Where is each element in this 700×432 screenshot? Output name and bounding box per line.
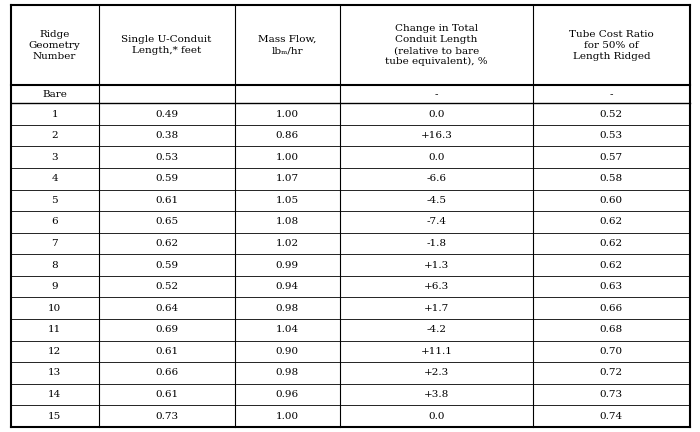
Text: 1.00: 1.00 xyxy=(276,412,299,420)
Text: -6.6: -6.6 xyxy=(426,174,447,183)
Text: 6: 6 xyxy=(51,217,58,226)
Text: 3: 3 xyxy=(51,152,58,162)
Text: 0.66: 0.66 xyxy=(155,368,178,378)
Text: 8: 8 xyxy=(51,260,58,270)
Text: 0.38: 0.38 xyxy=(155,131,178,140)
Text: -4.5: -4.5 xyxy=(426,196,447,205)
Text: Bare: Bare xyxy=(42,90,67,98)
Text: 0.49: 0.49 xyxy=(155,110,178,118)
Text: 0.63: 0.63 xyxy=(600,282,623,291)
Text: 0.0: 0.0 xyxy=(428,110,444,118)
Text: Tube Cost Ratio
for 50% of
Length Ridged: Tube Cost Ratio for 50% of Length Ridged xyxy=(569,29,654,61)
Text: 0.73: 0.73 xyxy=(155,412,178,420)
Text: 0.0: 0.0 xyxy=(428,412,444,420)
Text: 1.08: 1.08 xyxy=(276,217,299,226)
Text: +6.3: +6.3 xyxy=(424,282,449,291)
Text: 0.73: 0.73 xyxy=(600,390,623,399)
Text: 0.72: 0.72 xyxy=(600,368,623,378)
Text: 0.0: 0.0 xyxy=(428,152,444,162)
Text: 7: 7 xyxy=(51,239,58,248)
Text: +2.3: +2.3 xyxy=(424,368,449,378)
Text: 0.98: 0.98 xyxy=(276,368,299,378)
Text: 14: 14 xyxy=(48,390,62,399)
Text: 0.62: 0.62 xyxy=(600,239,623,248)
Text: +11.1: +11.1 xyxy=(421,347,452,356)
Text: 1.02: 1.02 xyxy=(276,239,299,248)
Text: 0.99: 0.99 xyxy=(276,260,299,270)
Text: +16.3: +16.3 xyxy=(421,131,452,140)
Text: 0.65: 0.65 xyxy=(155,217,178,226)
Text: 5: 5 xyxy=(51,196,58,205)
Text: 2: 2 xyxy=(51,131,58,140)
Text: 0.59: 0.59 xyxy=(155,260,178,270)
Text: 10: 10 xyxy=(48,304,62,313)
Text: Ridge
Geometry
Number: Ridge Geometry Number xyxy=(29,29,80,61)
Text: 4: 4 xyxy=(51,174,58,183)
Text: 0.61: 0.61 xyxy=(155,196,178,205)
Text: -: - xyxy=(435,90,438,98)
Text: 0.64: 0.64 xyxy=(155,304,178,313)
Text: -1.8: -1.8 xyxy=(426,239,447,248)
Text: 1.00: 1.00 xyxy=(276,152,299,162)
Text: 0.70: 0.70 xyxy=(600,347,623,356)
Text: 9: 9 xyxy=(51,282,58,291)
Text: 1.00: 1.00 xyxy=(276,110,299,118)
Text: 0.57: 0.57 xyxy=(600,152,623,162)
Text: 11: 11 xyxy=(48,325,62,334)
Text: 1: 1 xyxy=(51,110,58,118)
Text: 0.61: 0.61 xyxy=(155,390,178,399)
Text: Single U-Conduit
Length,* feet: Single U-Conduit Length,* feet xyxy=(122,35,212,55)
Text: -: - xyxy=(610,90,613,98)
Text: 0.52: 0.52 xyxy=(600,110,623,118)
Text: -7.4: -7.4 xyxy=(426,217,447,226)
Text: 0.53: 0.53 xyxy=(600,131,623,140)
Text: 0.52: 0.52 xyxy=(155,282,178,291)
Text: 0.90: 0.90 xyxy=(276,347,299,356)
Text: -4.2: -4.2 xyxy=(426,325,447,334)
Text: 0.66: 0.66 xyxy=(600,304,623,313)
Text: 15: 15 xyxy=(48,412,62,420)
Text: 0.61: 0.61 xyxy=(155,347,178,356)
Text: Change in Total
Conduit Length
(relative to bare
tube equivalent), %: Change in Total Conduit Length (relative… xyxy=(385,24,488,67)
Text: 12: 12 xyxy=(48,347,62,356)
Text: +3.8: +3.8 xyxy=(424,390,449,399)
Text: 0.96: 0.96 xyxy=(276,390,299,399)
Text: 0.74: 0.74 xyxy=(600,412,623,420)
Text: 1.05: 1.05 xyxy=(276,196,299,205)
Text: 1.07: 1.07 xyxy=(276,174,299,183)
Text: 0.86: 0.86 xyxy=(276,131,299,140)
Text: 0.60: 0.60 xyxy=(600,196,623,205)
Text: Mass Flow,
lbₘ/hr: Mass Flow, lbₘ/hr xyxy=(258,35,316,55)
Text: +1.3: +1.3 xyxy=(424,260,449,270)
Text: +1.7: +1.7 xyxy=(424,304,449,313)
Text: 0.59: 0.59 xyxy=(155,174,178,183)
Text: 0.68: 0.68 xyxy=(600,325,623,334)
Text: 0.53: 0.53 xyxy=(155,152,178,162)
Text: 0.62: 0.62 xyxy=(600,260,623,270)
Text: 0.94: 0.94 xyxy=(276,282,299,291)
Text: 0.58: 0.58 xyxy=(600,174,623,183)
Text: 1.04: 1.04 xyxy=(276,325,299,334)
Text: 0.62: 0.62 xyxy=(600,217,623,226)
Text: 0.69: 0.69 xyxy=(155,325,178,334)
Text: 13: 13 xyxy=(48,368,62,378)
Text: 0.62: 0.62 xyxy=(155,239,178,248)
Text: 0.98: 0.98 xyxy=(276,304,299,313)
